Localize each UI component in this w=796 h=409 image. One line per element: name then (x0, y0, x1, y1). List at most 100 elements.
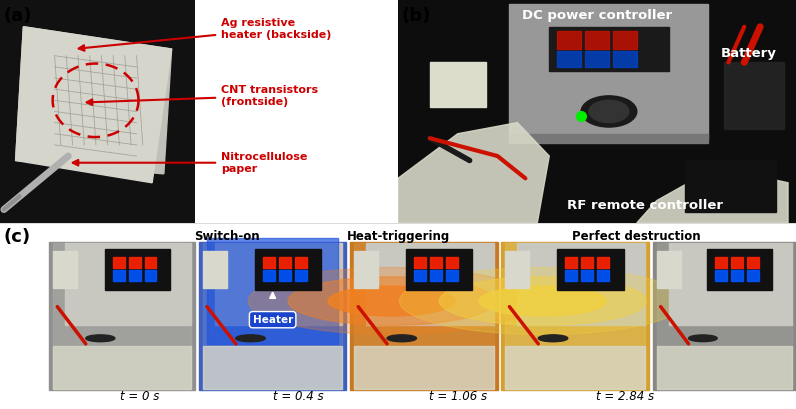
Polygon shape (145, 270, 157, 281)
Text: Heat-triggering: Heat-triggering (346, 230, 450, 243)
Polygon shape (350, 241, 498, 390)
Text: CNT transistors
(frontside): CNT transistors (frontside) (87, 85, 318, 107)
Text: Ag resistive
heater (backside): Ag resistive heater (backside) (79, 18, 331, 51)
Polygon shape (669, 243, 792, 325)
Polygon shape (16, 27, 172, 174)
Circle shape (236, 335, 265, 342)
Text: Perfect destruction: Perfect destruction (572, 230, 701, 243)
Polygon shape (263, 257, 275, 267)
Circle shape (689, 335, 717, 342)
Polygon shape (581, 257, 593, 267)
Polygon shape (509, 134, 708, 143)
Polygon shape (53, 251, 77, 288)
Polygon shape (354, 251, 378, 288)
Text: t = 1.06 s: t = 1.06 s (428, 391, 487, 403)
Polygon shape (53, 243, 191, 389)
Polygon shape (657, 346, 792, 389)
Polygon shape (509, 4, 708, 138)
Circle shape (439, 277, 646, 325)
Polygon shape (637, 167, 788, 223)
Polygon shape (613, 51, 637, 67)
Polygon shape (597, 270, 609, 281)
Polygon shape (731, 270, 743, 281)
Text: Battery: Battery (720, 47, 776, 60)
Text: t = 0 s: t = 0 s (119, 391, 159, 403)
Polygon shape (565, 270, 577, 281)
Polygon shape (505, 251, 529, 288)
Circle shape (589, 100, 629, 123)
Polygon shape (446, 270, 458, 281)
Polygon shape (129, 257, 141, 267)
Polygon shape (113, 270, 125, 281)
Circle shape (400, 267, 686, 335)
Polygon shape (354, 346, 494, 389)
Polygon shape (203, 346, 342, 389)
Polygon shape (65, 243, 191, 325)
Polygon shape (16, 27, 172, 183)
Polygon shape (557, 249, 624, 290)
Circle shape (328, 286, 455, 316)
Polygon shape (105, 249, 170, 290)
Text: (c): (c) (4, 229, 31, 247)
Polygon shape (398, 0, 796, 223)
Circle shape (479, 286, 607, 316)
Polygon shape (724, 63, 784, 129)
Polygon shape (414, 257, 426, 267)
Polygon shape (207, 238, 338, 344)
Polygon shape (199, 241, 346, 390)
Polygon shape (653, 241, 796, 390)
Polygon shape (715, 270, 727, 281)
Polygon shape (501, 241, 649, 390)
Polygon shape (113, 257, 125, 267)
Text: Nitrocellulose
paper: Nitrocellulose paper (72, 152, 307, 173)
Polygon shape (747, 257, 759, 267)
Polygon shape (505, 243, 645, 389)
Polygon shape (49, 241, 195, 390)
Polygon shape (215, 243, 342, 325)
Circle shape (86, 335, 115, 342)
Polygon shape (565, 257, 577, 267)
Circle shape (581, 96, 637, 127)
Polygon shape (263, 270, 275, 281)
Polygon shape (446, 257, 458, 267)
Text: Switch-on: Switch-on (194, 230, 259, 243)
Polygon shape (398, 123, 549, 223)
Polygon shape (557, 31, 581, 49)
Polygon shape (707, 249, 771, 290)
Circle shape (288, 277, 495, 325)
Polygon shape (0, 0, 195, 223)
Polygon shape (414, 270, 426, 281)
Text: t = 2.84 s: t = 2.84 s (595, 391, 654, 403)
Polygon shape (430, 257, 442, 267)
Polygon shape (613, 31, 637, 49)
Polygon shape (731, 257, 743, 267)
Polygon shape (657, 251, 681, 288)
Polygon shape (581, 270, 593, 281)
Text: (a): (a) (4, 7, 33, 25)
Polygon shape (203, 243, 342, 389)
Polygon shape (747, 270, 759, 281)
Polygon shape (366, 243, 494, 325)
Circle shape (387, 335, 416, 342)
Polygon shape (279, 257, 291, 267)
Polygon shape (129, 270, 141, 281)
Polygon shape (597, 257, 609, 267)
Polygon shape (430, 63, 486, 107)
Polygon shape (430, 270, 442, 281)
Polygon shape (279, 270, 291, 281)
Polygon shape (255, 249, 322, 290)
Polygon shape (549, 27, 669, 71)
Polygon shape (685, 160, 776, 212)
Text: (b): (b) (402, 7, 431, 25)
Polygon shape (295, 270, 306, 281)
Polygon shape (657, 243, 792, 389)
Polygon shape (585, 31, 609, 49)
Polygon shape (145, 257, 157, 267)
Polygon shape (505, 346, 645, 389)
Circle shape (538, 335, 568, 342)
Polygon shape (203, 251, 227, 288)
Polygon shape (557, 51, 581, 67)
Polygon shape (295, 257, 306, 267)
Circle shape (248, 267, 535, 335)
Text: Heater: Heater (252, 315, 293, 325)
